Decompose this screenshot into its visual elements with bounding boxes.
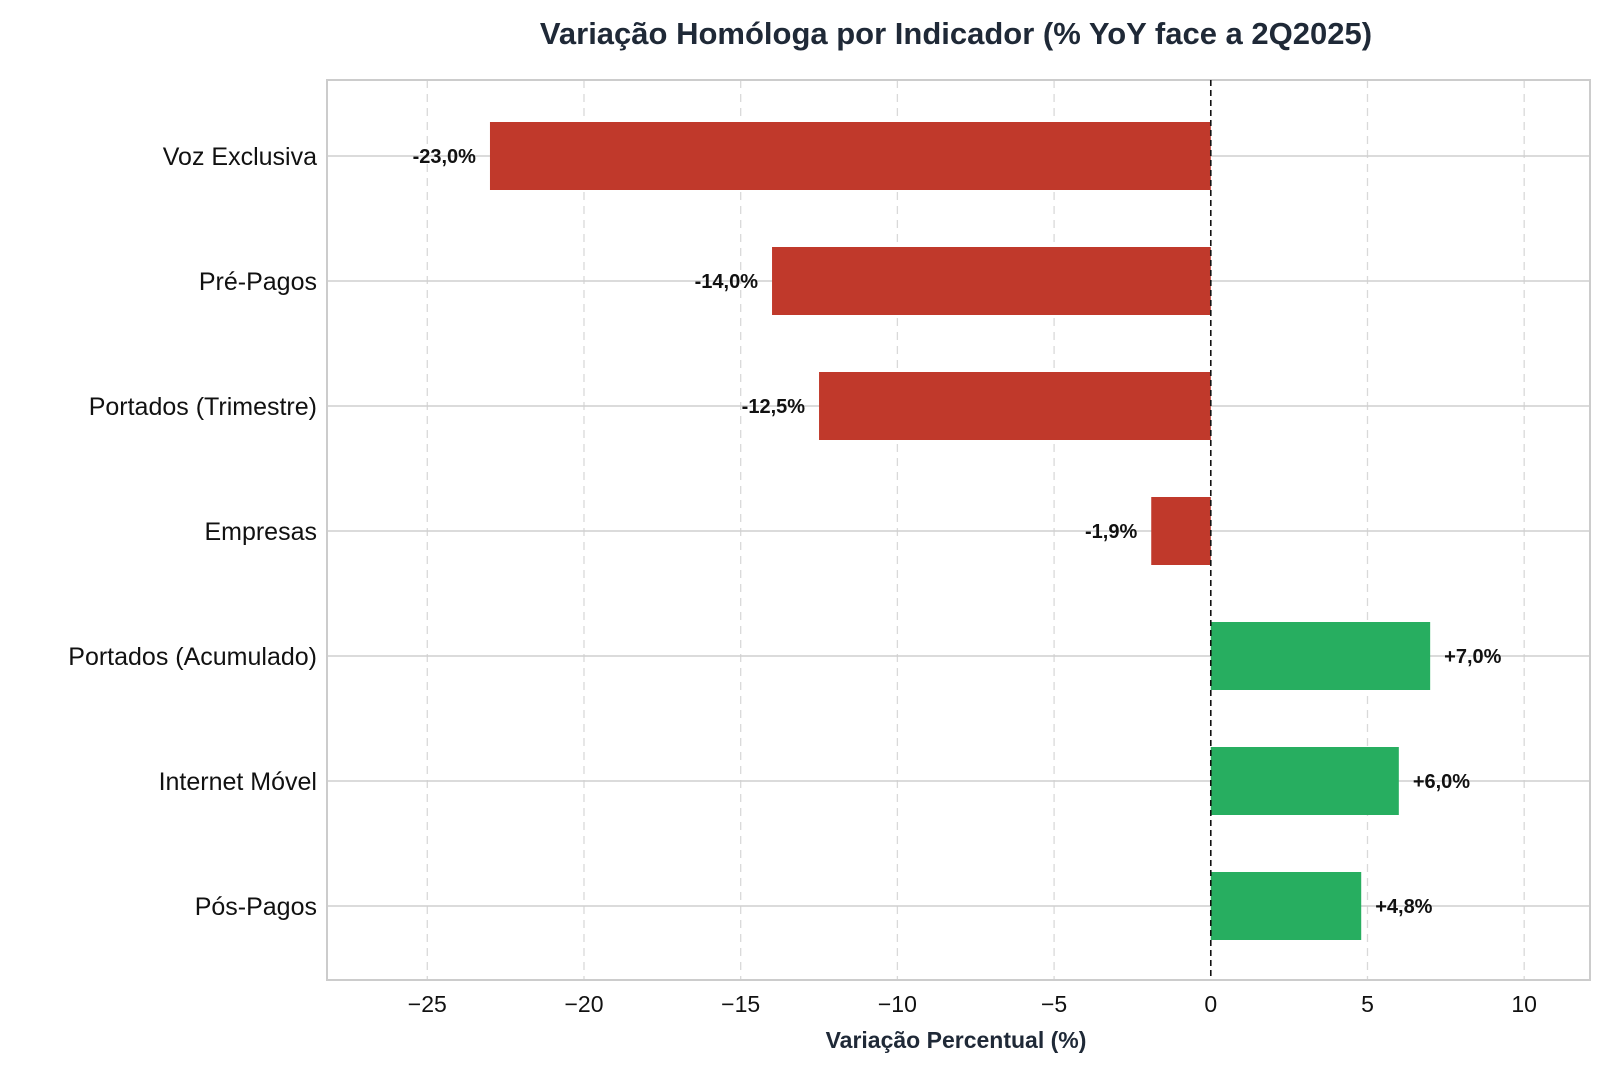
category-label: Voz Exclusiva: [163, 143, 317, 171]
category-label: Pré-Pagos: [199, 268, 317, 296]
bar: [1210, 622, 1431, 690]
x-tick-label: −15: [721, 991, 760, 1017]
bar-value-label: +7,0%: [1444, 646, 1501, 668]
bars-layer: [489, 122, 1431, 940]
bar: [1151, 497, 1211, 565]
bar-value-label: -1,9%: [1085, 521, 1137, 543]
bar: [1210, 872, 1362, 940]
bar: [819, 372, 1211, 440]
category-label: Pós-Pagos: [195, 893, 317, 921]
bar-value-label: +4,8%: [1375, 896, 1432, 918]
grid-layer: [326, 79, 1591, 981]
bar-value-label: -14,0%: [695, 271, 759, 293]
x-tick-label: 10: [1511, 991, 1537, 1017]
bar-value-label: -23,0%: [413, 146, 477, 168]
bar-value-label: -12,5%: [742, 396, 806, 418]
labels-layer: -23,0% -14,0% -12,5% -1,9% +7,0% +6,0% +4,8%: [413, 80, 1502, 980]
x-tick-label: 0: [1204, 991, 1217, 1017]
bar-value-label: +6,0%: [1413, 771, 1470, 793]
category-label: Empresas: [204, 518, 317, 546]
chart-title: Variação Homóloga por Indicador (% YoY f…: [540, 16, 1372, 51]
x-tick-label: −5: [1041, 991, 1067, 1017]
bar: [1210, 747, 1399, 815]
bar: [489, 122, 1211, 190]
plot-frame: [326, 79, 1591, 981]
x-tick-label: −10: [878, 991, 917, 1017]
bar: [772, 247, 1211, 315]
x-tick-label: −25: [408, 991, 447, 1017]
x-tick-label: −20: [564, 991, 603, 1017]
x-tick-label: 5: [1361, 991, 1374, 1017]
category-label: Portados (Trimestre): [89, 393, 317, 421]
category-label: Internet Móvel: [159, 768, 317, 796]
x-axis-label: Variação Percentual (%): [826, 1027, 1087, 1053]
category-label: Portados (Acumulado): [68, 643, 317, 671]
ticks-layer: −25 −20 −15 −10 −5 0 5 10 Voz Exclusiva Pré-Pagos…: [68, 143, 1537, 1017]
